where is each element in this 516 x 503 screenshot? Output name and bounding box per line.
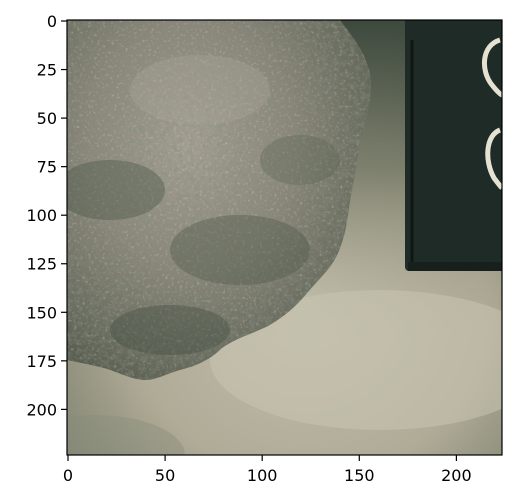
x-tick-label: 50: [155, 466, 175, 485]
marking-upper: [482, 37, 502, 98]
x-tick-label: 200: [441, 466, 472, 485]
y-tick-label: 50: [37, 109, 57, 128]
y-tick-label: 150: [26, 303, 57, 322]
y-tick-label: 100: [26, 206, 57, 225]
y-tick-label: 125: [26, 255, 57, 274]
rock-fragment: [67, 20, 371, 380]
dark-object: [405, 20, 502, 271]
x-tick-label: 150: [344, 466, 375, 485]
x-axis: 0 50 100 150 200: [63, 455, 472, 485]
photo: [67, 20, 502, 455]
y-tick-label: 175: [26, 352, 57, 371]
y-tick-label: 0: [47, 12, 57, 31]
table-highlight: [210, 290, 502, 430]
y-tick-label: 200: [26, 400, 57, 419]
axes-frame: [66, 19, 503, 456]
y-axis: 0 25 50 75 100 125 150 175 200: [26, 12, 67, 419]
lower-left-shadow: [67, 415, 185, 455]
x-tick-label: 0: [63, 466, 73, 485]
y-tick-label: 75: [37, 158, 57, 177]
y-tick-label: 25: [37, 61, 57, 80]
x-tick-label: 100: [247, 466, 278, 485]
